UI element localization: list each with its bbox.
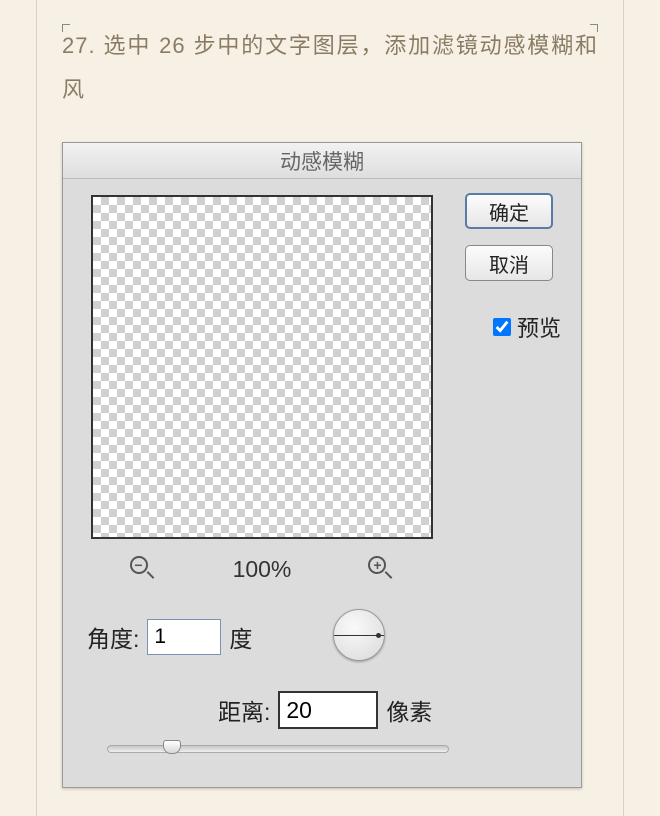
zoom-out-icon[interactable]: −: [130, 556, 156, 582]
motion-blur-dialog: 动感模糊 − 100% + 确定 取消 预览 角: [62, 142, 582, 788]
preview-label: 预览: [517, 311, 561, 343]
angle-unit: 度: [229, 620, 252, 654]
preview-canvas[interactable]: [91, 195, 433, 539]
dialog-body: − 100% + 确定 取消 预览 角度: 度: [63, 179, 581, 787]
preview-checkbox[interactable]: [493, 318, 511, 336]
cancel-button[interactable]: 取消: [465, 245, 553, 281]
angle-input[interactable]: [147, 619, 221, 655]
dialog-titlebar: 动感模糊: [63, 143, 581, 179]
corner-tr: [590, 24, 598, 32]
zoom-controls: − 100% +: [91, 551, 433, 587]
dialog-title: 动感模糊: [280, 146, 364, 176]
angle-row: 角度: 度: [87, 619, 252, 655]
content-area: 27. 选中 26 步中的文字图层，添加滤镜动感模糊和风 动感模糊 − 100%…: [62, 24, 598, 788]
step-instruction: 27. 选中 26 步中的文字图层，添加滤镜动感模糊和风: [62, 24, 598, 112]
page-left-border: [36, 0, 37, 816]
dial-dot: [376, 633, 381, 638]
preview-checkbox-row[interactable]: 预览: [493, 311, 561, 343]
angle-label: 角度:: [87, 620, 139, 654]
slider-thumb[interactable]: [163, 740, 181, 754]
dialog-buttons: 确定 取消: [465, 193, 561, 297]
distance-input[interactable]: [278, 691, 378, 729]
corner-tl: [62, 24, 70, 32]
distance-row: 距离: 像素: [218, 691, 432, 729]
angle-dial[interactable]: [333, 609, 385, 661]
dial-line-left: [334, 635, 359, 636]
page-right-border: [623, 0, 624, 816]
distance-label: 距离:: [218, 693, 270, 727]
zoom-level: 100%: [233, 556, 292, 583]
distance-slider[interactable]: [107, 745, 449, 753]
ok-button[interactable]: 确定: [465, 193, 553, 229]
distance-unit: 像素: [386, 693, 432, 727]
zoom-in-icon[interactable]: +: [368, 556, 394, 582]
